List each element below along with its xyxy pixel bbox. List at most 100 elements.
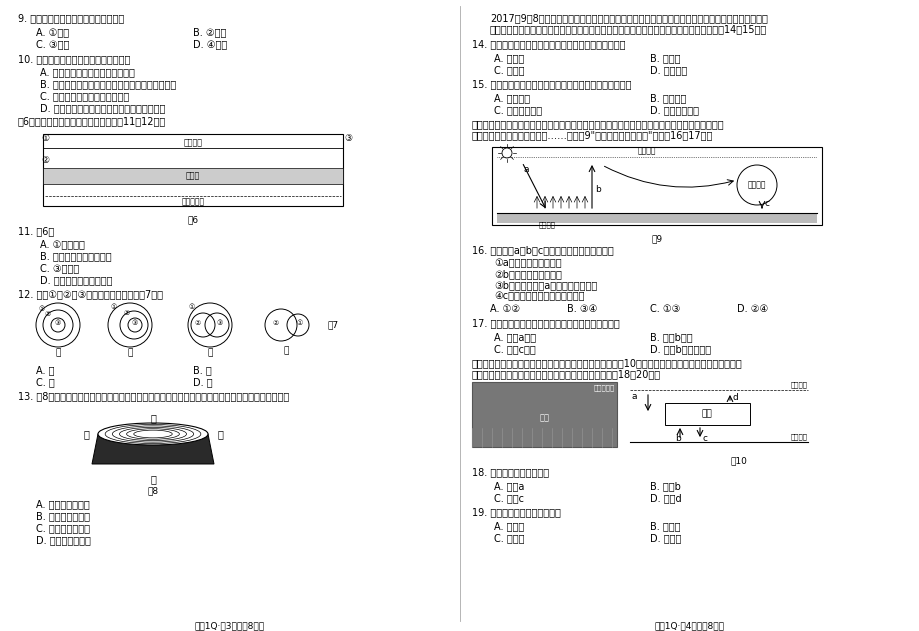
Bar: [496, 213, 816, 223]
Text: 16. 关于图中a、b、c所代表的内容叙述正确的是: 16. 关于图中a、b、c所代表的内容叙述正确的是: [471, 245, 613, 255]
Text: b: b: [675, 434, 680, 443]
Text: c: c: [765, 199, 769, 208]
Text: 三七: 三七: [539, 413, 549, 422]
Text: 软流层: 软流层: [186, 172, 200, 180]
Text: B. 增强b辐射: B. 增强b辐射: [650, 332, 692, 342]
Text: 大气辐射: 大气辐射: [747, 180, 766, 189]
Text: ④c代表的辐射对地面有保温作用: ④c代表的辐射对地面有保温作用: [494, 291, 584, 301]
Text: A. ①②: A. ①②: [490, 304, 519, 314]
Bar: [43, 168, 343, 184]
Text: B. 平流层: B. 平流层: [650, 53, 680, 63]
Bar: [43, 134, 343, 206]
Text: 地球表面: 地球表面: [790, 433, 807, 440]
Text: 15. 该飞机在下降过程中，周围大气整体温度变化正确的是: 15. 该飞机在下降过程中，周围大气整体温度变化正确的是: [471, 79, 630, 89]
Text: C. ③圈层: C. ③圈层: [36, 39, 69, 49]
Text: ②: ②: [45, 311, 51, 317]
Text: 到海面，飞机在极其恶险的距离内凭了这股自然之力，平安飞越该区域成功着陆。据此完成14～15题。: 到海面，飞机在极其恶险的距离内凭了这股自然之力，平安飞越该区域成功着陆。据此完成…: [490, 24, 766, 34]
Text: 甲: 甲: [55, 348, 61, 357]
Text: A. 逐渐下降: A. 逐渐下降: [494, 93, 529, 103]
Text: 遮光尼龙网: 遮光尼龙网: [593, 384, 614, 391]
Polygon shape: [92, 434, 214, 464]
Text: 17. 朱开山一家燃烧秸草防御霜冻的做法，主要有利于: 17. 朱开山一家燃烧秸草防御霜冻的做法，主要有利于: [471, 318, 619, 328]
Text: B. 削弱b: B. 削弱b: [650, 481, 680, 491]
Text: A. ①圈层: A. ①圈层: [36, 27, 69, 37]
Text: A. 对流层: A. 对流层: [494, 53, 524, 63]
Text: ②: ②: [195, 320, 201, 326]
Text: 乙: 乙: [127, 348, 132, 357]
Text: C. 丙: C. 丙: [36, 377, 55, 387]
Text: 10. 五大连池景观的形成过程充分说明了: 10. 五大连池景观的形成过程充分说明了: [18, 54, 130, 64]
Text: D. 先下降后上升: D. 先下降后上升: [650, 105, 698, 115]
Text: 13. 图8是大兴安岭林区砍伐的许多相似树桩中的一个树桩的年轮图，图中甲、乙、丙、丁方向分别是: 13. 图8是大兴安岭林区砍伐的许多相似树桩中的一个树桩的年轮图，图中甲、乙、丙…: [18, 391, 289, 401]
Text: B. 西、南、东、北: B. 西、南、东、北: [36, 511, 90, 521]
Text: D. ④圈层: D. ④圈层: [193, 39, 227, 49]
Text: ③: ③: [131, 320, 138, 326]
Text: ①: ①: [188, 304, 195, 310]
Text: D. 图中各圈层之间存在着物质迁移和能量转换: D. 图中各圈层之间存在着物质迁移和能量转换: [40, 103, 165, 113]
Text: A. ①为岩石圈: A. ①为岩石圈: [40, 239, 85, 249]
Text: 9. 从火山口喷出的炽热岩浆一般来源于: 9. 从火山口喷出的炽热岩浆一般来源于: [18, 13, 124, 23]
Text: 大气: 大气: [701, 410, 711, 418]
Text: C. 喜温湿: C. 喜温湿: [494, 533, 524, 543]
Text: C. 图中各圈层是独立发展变化的: C. 图中各圈层是独立发展变化的: [40, 91, 129, 101]
Circle shape: [736, 165, 777, 205]
Text: 图6: 图6: [187, 215, 199, 224]
Text: 地面辐射: 地面辐射: [538, 221, 555, 228]
Text: 乙: 乙: [217, 429, 222, 439]
Text: C. ③为地壳: C. ③为地壳: [40, 263, 79, 273]
Text: A. 甲: A. 甲: [36, 365, 54, 375]
Text: ①: ①: [41, 134, 49, 143]
Text: ①: ①: [39, 306, 45, 312]
Text: D. 高层大气: D. 高层大气: [650, 65, 686, 75]
Text: 地壳界面: 地壳界面: [183, 138, 202, 148]
Text: C. ①③: C. ①③: [650, 304, 680, 314]
Text: D. 古登堡界面以上为地幔: D. 古登堡界面以上为地幔: [40, 275, 112, 285]
Text: ①: ①: [111, 304, 117, 310]
Text: 图10: 图10: [730, 456, 746, 465]
Text: D. 耐干旱: D. 耐干旱: [650, 533, 681, 543]
Text: A. 增强a辐射: A. 增强a辐射: [494, 332, 536, 342]
Text: 19. 据图推测三七的生长习性是: 19. 据图推测三七的生长习性是: [471, 507, 561, 517]
Bar: [664, 403, 749, 425]
Text: 图7: 图7: [328, 320, 339, 329]
Text: D. 北、南、西、东: D. 北、南、西、东: [36, 535, 91, 545]
Text: 甲: 甲: [83, 429, 89, 439]
Text: B. 乙: B. 乙: [193, 365, 211, 375]
Text: 图6为地球内部圈层示意图。据图，完成11～12题。: 图6为地球内部圈层示意图。据图，完成11～12题。: [18, 116, 166, 126]
Text: 长工们在田间地头点燃了秸草……结合图9"天气变热过程示意图"，完成16～17题。: 长工们在田间地头点燃了秸草……结合图9"天气变热过程示意图"，完成16～17题。: [471, 130, 712, 140]
Text: C. 电离层: C. 电离层: [494, 65, 524, 75]
Text: 三七是一种珍贵的中草药，主产区位于我国云南文山州。图10中左图为小明同学暑假去云南文山拍摄的: 三七是一种珍贵的中草药，主产区位于我国云南文山州。图10中左图为小明同学暑假去云…: [471, 358, 742, 368]
Text: ③b代表的辐射比a代表的辐射波长短: ③b代表的辐射比a代表的辐射波长短: [494, 280, 596, 290]
Text: 11. 图6中: 11. 图6中: [18, 226, 54, 236]
Text: b: b: [595, 185, 600, 194]
Text: ②: ②: [273, 320, 278, 326]
Text: D. 改变b的辐射方向: D. 改变b的辐射方向: [650, 344, 710, 354]
Text: ①: ①: [297, 320, 302, 326]
Text: C. 增强c: C. 增强c: [494, 493, 524, 503]
Text: 丙: 丙: [150, 474, 155, 484]
Text: D. 增强d: D. 增强d: [650, 493, 681, 503]
Text: 丁: 丁: [283, 346, 289, 355]
Text: ①a代表大气的直接热源: ①a代表大气的直接热源: [494, 258, 561, 268]
Text: a: a: [524, 165, 529, 174]
Text: ③: ③: [55, 320, 61, 326]
Bar: [471, 382, 617, 447]
Text: 12. 图中①、②、③层属关系可以表示为图7中的: 12. 图中①、②、③层属关系可以表示为图7中的: [18, 289, 163, 299]
Text: a: a: [631, 392, 637, 401]
Text: B. 逐渐上升: B. 逐渐上升: [650, 93, 686, 103]
Text: ②: ②: [124, 310, 130, 316]
Text: 图9: 图9: [651, 234, 662, 243]
Text: 14. 飞机龙卷风狭路相逢时，飞机正位于地球大气层中的: 14. 飞机龙卷风狭路相逢时，飞机正位于地球大气层中的: [471, 39, 625, 49]
Text: 古登堡界面: 古登堡界面: [181, 197, 204, 206]
Text: 地理1Q·第3页（共8页）: 地理1Q·第3页（共8页）: [195, 621, 265, 630]
Circle shape: [502, 148, 512, 158]
Text: D. ②④: D. ②④: [736, 304, 767, 314]
Text: 丙: 丙: [207, 348, 212, 357]
Text: C. 南、北、东、西: C. 南、北、东、西: [36, 523, 90, 533]
Text: B. ③④: B. ③④: [566, 304, 596, 314]
Text: ②: ②: [41, 156, 49, 165]
Text: A. 东、西、南、北: A. 东、西、南、北: [36, 499, 90, 509]
Text: ②b代表大气的直接热源: ②b代表大气的直接热源: [494, 269, 562, 279]
Text: 地理1Q·第4页（共8页）: 地理1Q·第4页（共8页）: [654, 621, 724, 630]
Text: B. 喜强光: B. 喜强光: [650, 521, 680, 531]
